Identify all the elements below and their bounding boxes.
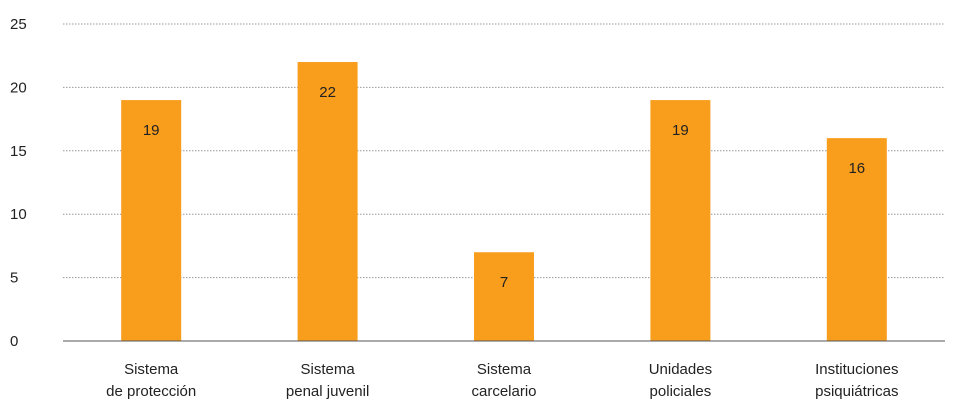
x-axis-ticks: Sistema de protección Sistema penal juvenil…: [106, 361, 898, 400]
bar: [474, 252, 534, 341]
y-tick-label: 5: [10, 270, 18, 287]
y-tick-label: 25: [10, 16, 27, 33]
x-tick-label: policiales: [650, 383, 712, 400]
bars: [121, 62, 887, 341]
data-label: 19: [143, 122, 160, 139]
y-tick-label: 15: [10, 143, 27, 160]
x-tick-label: de protección: [106, 383, 196, 400]
data-label: 19: [672, 122, 689, 139]
y-tick-label: 10: [10, 206, 27, 223]
y-tick-label: 0: [10, 333, 18, 350]
x-tick-label: Sistema: [477, 361, 532, 378]
x-tick-label: penal juvenil: [286, 383, 369, 400]
grid-lines: [63, 24, 945, 278]
x-tick-label: psiquiátricas: [815, 383, 898, 400]
data-label: 16: [848, 160, 865, 177]
data-label: 22: [319, 84, 336, 101]
x-tick-label: Sistema: [301, 361, 356, 378]
y-axis-ticks: 0 5 10 15 20 25: [10, 16, 27, 350]
x-tick-label: Instituciones: [815, 361, 898, 378]
data-label: 7: [500, 274, 508, 291]
bar: [298, 62, 358, 341]
x-tick-label: Sistema: [124, 361, 179, 378]
x-tick-label: carcelario: [471, 383, 536, 400]
y-tick-label: 20: [10, 79, 27, 96]
x-tick-label: Unidades: [649, 361, 712, 378]
